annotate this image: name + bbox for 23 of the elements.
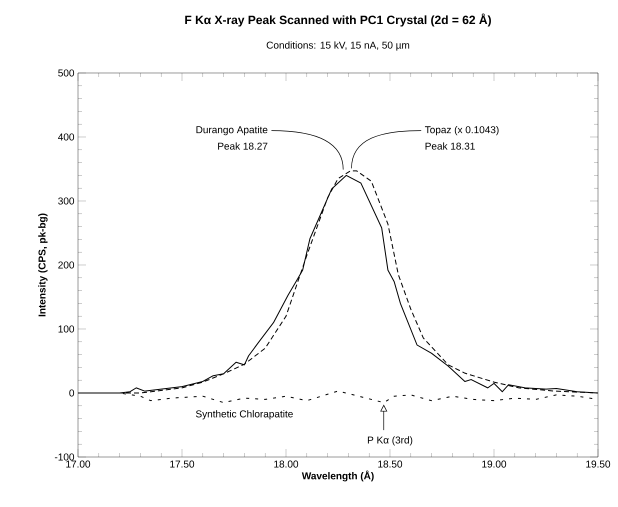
chart-title: F Kα X-ray Peak Scanned with PC1 Crystal (2d = 62 Å) bbox=[185, 13, 491, 27]
x-tick-label: 19.00 bbox=[482, 460, 506, 468]
y-tick-label: 500 bbox=[58, 69, 74, 77]
y-tick-label: 100 bbox=[58, 325, 74, 333]
y-tick-label: 300 bbox=[58, 197, 74, 205]
x-tick-label: 17.50 bbox=[170, 460, 194, 468]
annotation: Peak 18.27 bbox=[218, 142, 268, 150]
y-tick-label: 0 bbox=[69, 389, 74, 397]
x-tick-label: 18.50 bbox=[378, 460, 402, 468]
annotation: Peak 18.31 bbox=[426, 142, 475, 150]
x-axis-title: Wavelength (Å) bbox=[302, 470, 374, 482]
y-tick-label: 200 bbox=[58, 261, 74, 269]
text: Durango Apatite bbox=[196, 126, 268, 136]
series-label: Synthetic Chlorapatite bbox=[196, 410, 293, 420]
annotation: P Kα (3rd) bbox=[368, 436, 412, 446]
text: Topaz (x 0.1043) bbox=[424, 126, 499, 136]
x-tick-label: 19.50 bbox=[586, 460, 610, 468]
y-tick-label: 400 bbox=[58, 133, 74, 141]
y-axis-title: Intensity (CPS, pk-bg) bbox=[38, 214, 48, 316]
x-tick-label: 17.00 bbox=[66, 460, 90, 468]
x-tick-label: 18.00 bbox=[274, 460, 298, 468]
chart-subtitle: Conditions: 15 kV, 15 nA, 50 µm bbox=[266, 41, 410, 51]
y-tick-label: -100 bbox=[54, 453, 74, 461]
